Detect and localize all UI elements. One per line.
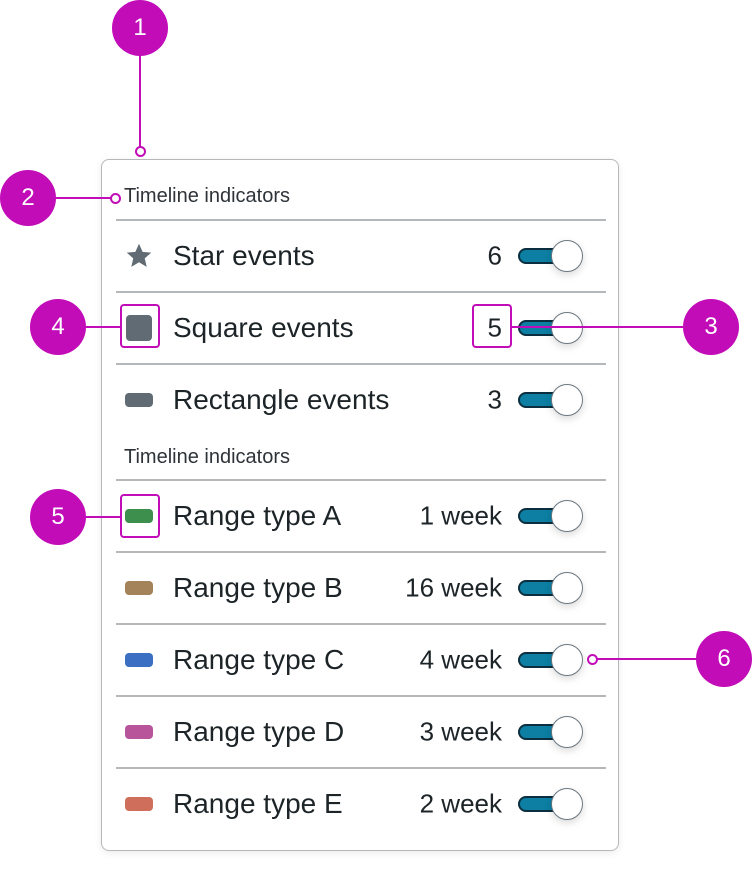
callout-highlight [120,304,160,348]
range-color-swatch-icon [125,653,153,667]
range-duration: 1 week [419,500,502,531]
callout-line [86,326,120,328]
rectangle-events-toggle[interactable] [518,384,583,416]
callout-dot [135,146,146,157]
range-row: Range type E 2 week [116,767,606,839]
square-events-toggle[interactable] [518,312,583,344]
callout-highlight [120,494,160,538]
range-row: Range type D 3 week [116,695,606,767]
range-duration: 3 week [419,716,502,747]
callout-3: 3 [683,299,739,355]
callout-line [86,516,120,518]
callout-2: 2 [0,170,56,226]
range-row: Range type B 16 week [116,551,606,623]
square-icon [126,315,152,341]
event-count: 5 [487,312,502,343]
callout-highlight [472,304,512,348]
event-row-star: Star events 6 [116,219,606,291]
range-toggle[interactable] [518,788,583,820]
rectangle-icon [125,393,153,407]
range-color-swatch-icon [125,797,153,811]
callout-line [139,56,141,148]
range-label: Range type A [173,500,342,531]
event-count: 3 [487,384,502,415]
range-color-swatch-icon [125,581,153,595]
range-label: Range type E [173,788,343,819]
range-label: Range type C [173,644,345,675]
range-toggle[interactable] [518,716,583,748]
callout-line [511,326,683,328]
event-row-rectangle: Rectangle events 3 [116,363,606,435]
range-label: Range type D [173,716,345,747]
section-title: Timeline indicators [124,446,290,468]
callout-line [594,658,696,660]
callout-6: 6 [696,631,752,687]
range-toggle[interactable] [518,644,583,676]
range-color-swatch-icon [125,509,153,523]
star-events-toggle[interactable] [518,240,583,272]
callout-1: 1 [112,0,168,56]
callout-dot [110,193,121,204]
range-duration: 2 week [419,788,502,819]
event-label: Rectangle events [173,384,390,415]
range-duration: 16 week [405,572,502,603]
range-toggle[interactable] [518,500,583,532]
range-row: Range type A 1 week [116,479,606,551]
star-icon [126,243,152,267]
range-duration: 4 week [419,644,502,675]
section-title: Timeline indicators [124,185,290,207]
event-label: Square events [173,312,354,343]
range-color-swatch-icon [125,725,153,739]
event-row-square: Square events 5 [116,291,606,363]
range-row: Range type C 4 week [116,623,606,695]
event-label: Star events [173,240,315,271]
callout-dot [587,654,598,665]
callout-5: 5 [30,489,86,545]
event-count: 6 [487,240,502,271]
range-toggle[interactable] [518,572,583,604]
callout-4: 4 [30,299,86,355]
range-label: Range type B [173,572,343,603]
callout-line [56,197,112,199]
